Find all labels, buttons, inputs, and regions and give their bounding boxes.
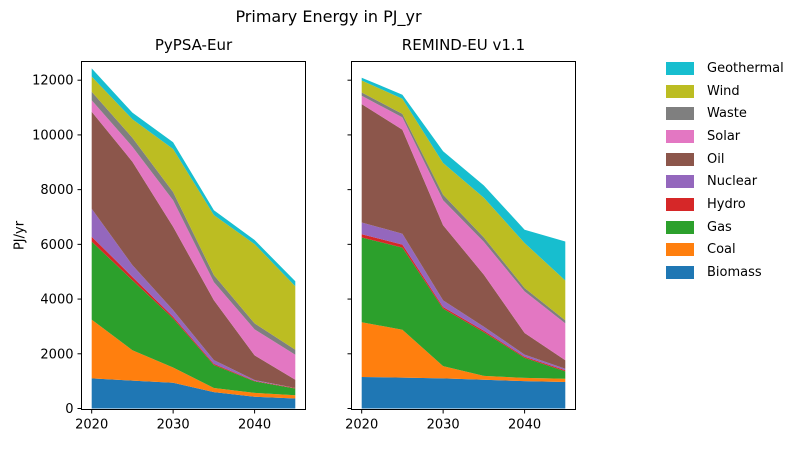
legend-label-oil: Oil xyxy=(707,151,725,167)
legend-label-geothermal: Geothermal xyxy=(707,60,784,76)
y-tick-label: 12000 xyxy=(32,74,73,89)
area-oil xyxy=(91,111,296,388)
area-gas xyxy=(361,237,566,379)
legend-item-waste: Waste xyxy=(666,102,802,125)
legend-swatch-nuclear xyxy=(666,175,694,189)
area-solar xyxy=(361,95,566,361)
legend-label-wind: Wind xyxy=(707,83,740,99)
y-tick-label: 8000 xyxy=(40,183,73,198)
legend-swatch-geothermal xyxy=(666,61,694,75)
area-coal xyxy=(91,319,296,399)
legend-label-waste: Waste xyxy=(707,106,747,122)
legend-item-coal: Coal xyxy=(666,239,802,262)
legend-label-biomass: Biomass xyxy=(707,265,762,281)
legend-item-hydro: Hydro xyxy=(666,193,802,216)
area-wind xyxy=(91,76,296,350)
y-tick-label: 0 xyxy=(65,402,73,417)
x-tick-label: 2040 xyxy=(238,418,271,433)
legend-label-solar: Solar xyxy=(707,128,741,144)
area-wind xyxy=(361,80,566,321)
legend: Geothermal Wind Waste Solar Oil Nuclear Hydro G… xyxy=(666,57,802,284)
subplot-title-pypsa-eur: PyPSA-Eur xyxy=(155,36,233,54)
legend-item-geothermal: Geothermal xyxy=(666,57,802,80)
area-biomass xyxy=(91,378,296,409)
legend-label-coal: Coal xyxy=(707,242,736,258)
subplot-title-remind-eu-v1-1: REMIND-EU v1.1 xyxy=(402,36,525,54)
legend-swatch-wind xyxy=(666,84,694,98)
area-nuclear xyxy=(361,222,566,371)
area-geothermal xyxy=(361,77,566,281)
x-tick-label: 2020 xyxy=(345,418,378,433)
legend-label-gas: Gas xyxy=(707,219,732,235)
x-tick-label: 2030 xyxy=(427,418,460,433)
legend-item-gas: Gas xyxy=(666,216,802,239)
legend-item-oil: Oil xyxy=(666,148,802,171)
subplot-remind-eu-v1-1: 2020 2030 2040 REMIND-EU v1.1 xyxy=(345,36,576,433)
legend-item-wind: Wind xyxy=(666,80,802,103)
y-tick-label: 10000 xyxy=(32,128,73,143)
area-coal xyxy=(361,322,566,382)
legend-label-nuclear: Nuclear xyxy=(707,174,758,190)
subplot-pypsa-eur: 2020 2030 2040 0 2000 4000 6000 8000 10000 12000 P… xyxy=(32,36,306,433)
legend-item-biomass: Biomass xyxy=(666,261,802,284)
area-geothermal xyxy=(91,68,296,287)
legend-swatch-waste xyxy=(666,107,694,121)
x-tick-label: 2030 xyxy=(157,418,190,433)
legend-swatch-coal xyxy=(666,243,694,257)
area-oil xyxy=(361,104,566,369)
legend-swatch-oil xyxy=(666,152,694,166)
axes-frame xyxy=(81,61,306,410)
legend-swatch-biomass xyxy=(666,266,694,280)
legend-label-hydro: Hydro xyxy=(707,196,746,212)
area-solar xyxy=(91,100,296,380)
y-tick-label: 6000 xyxy=(40,238,73,253)
area-waste xyxy=(91,91,296,355)
y-tick-label: 2000 xyxy=(40,347,73,362)
legend-item-nuclear: Nuclear xyxy=(666,170,802,193)
axes-frame xyxy=(351,61,576,410)
area-biomass xyxy=(361,377,566,409)
x-tick-label: 2040 xyxy=(508,418,541,433)
area-gas xyxy=(91,241,296,396)
legend-swatch-gas xyxy=(666,220,694,234)
legend-swatch-solar xyxy=(666,129,694,143)
legend-swatch-hydro xyxy=(666,197,694,211)
x-tick-label: 2020 xyxy=(75,418,108,433)
y-tick-label: 4000 xyxy=(40,293,73,308)
legend-item-solar: Solar xyxy=(666,125,802,148)
figure-title: Primary Energy in PJ_yr xyxy=(235,7,422,26)
